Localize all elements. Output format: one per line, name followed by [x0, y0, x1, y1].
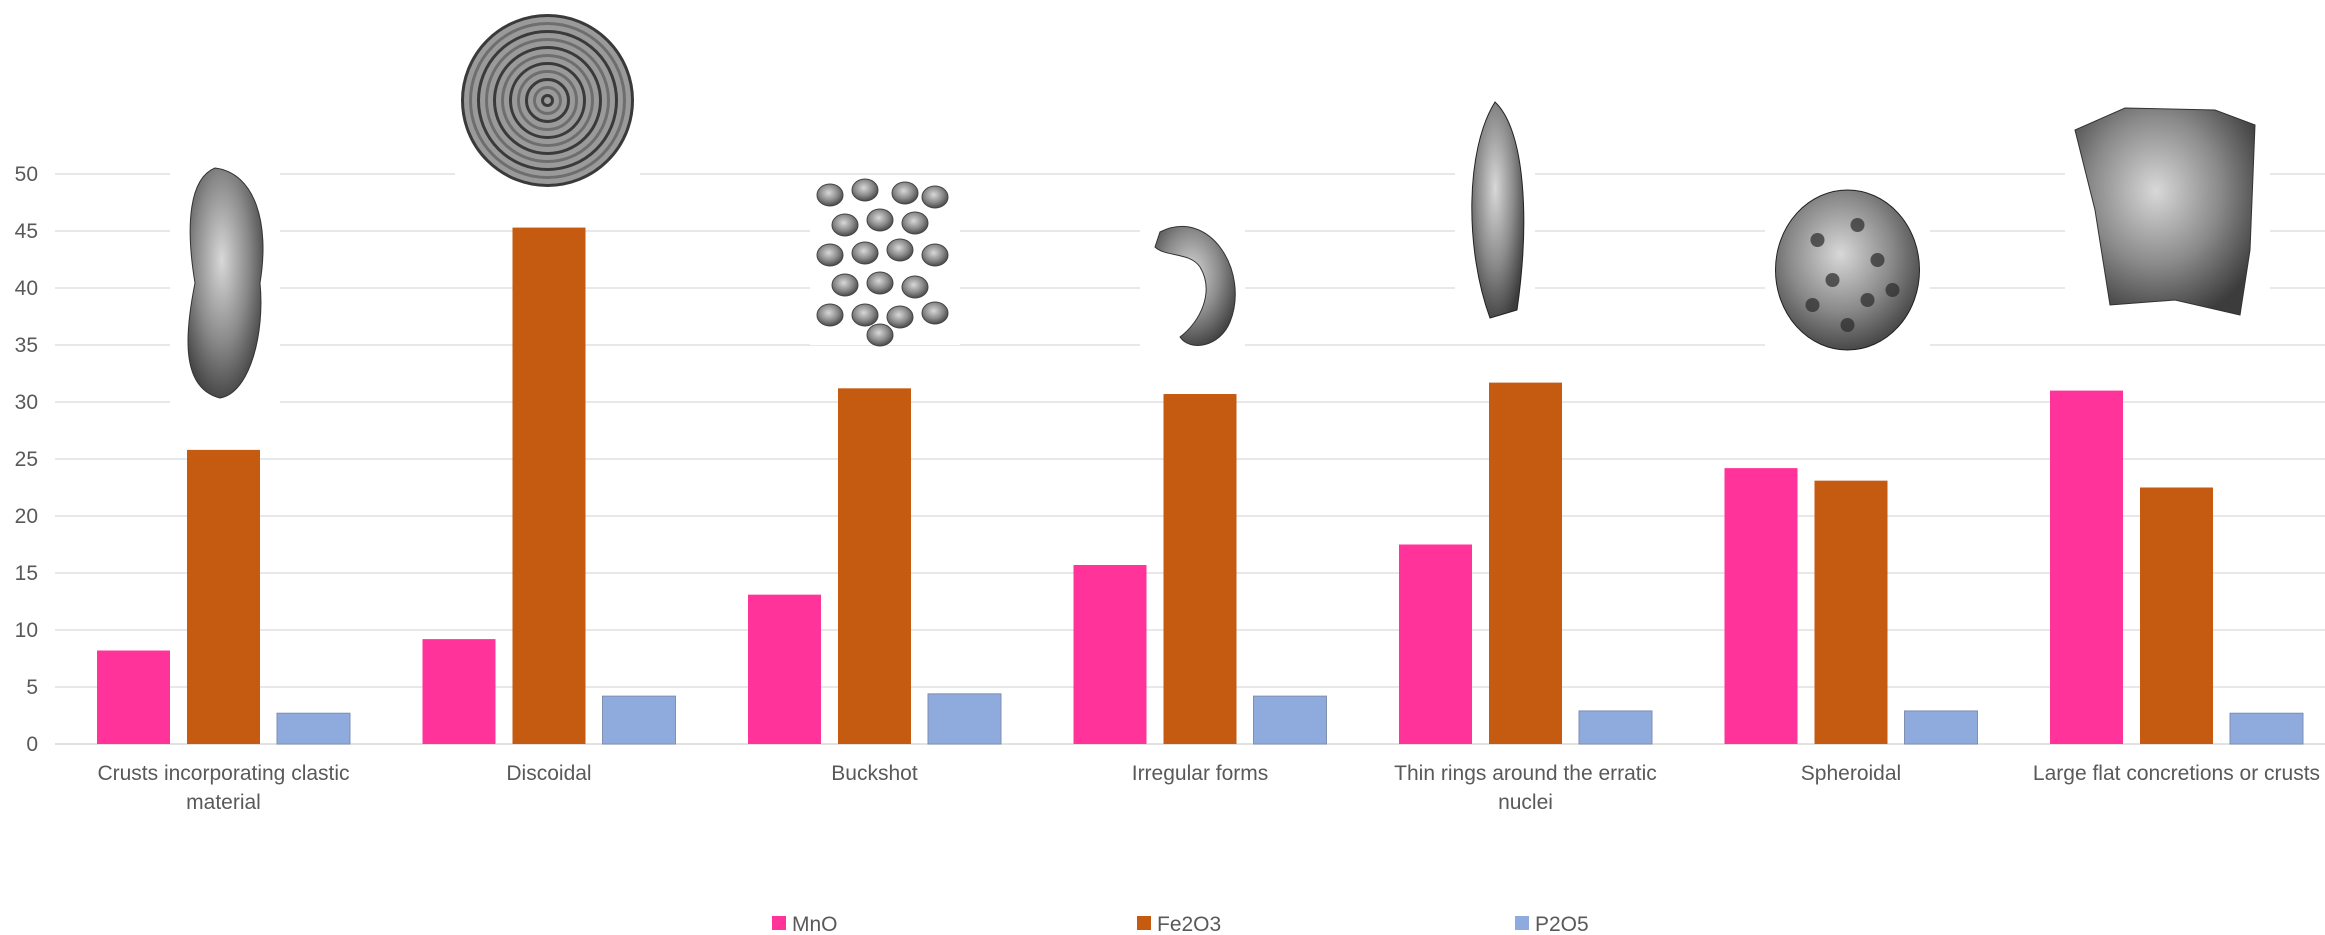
bar-p2o5	[1253, 695, 1327, 745]
legend-label: MnO	[792, 913, 838, 935]
category-label: Crusts incorporating clastic material	[97, 762, 349, 814]
bar-p2o5	[1578, 710, 1653, 745]
legend-swatch	[772, 916, 786, 930]
y-tick-label: 0	[26, 733, 38, 756]
y-tick-label: 15	[15, 562, 38, 585]
bar-mno	[2050, 390, 2123, 744]
category-label: Buckshot	[831, 762, 918, 785]
legend-item-mno: MnO	[772, 913, 838, 935]
bar-fe2o3	[2140, 487, 2213, 744]
bar-mno	[1724, 468, 1798, 744]
y-tick-label: 30	[15, 391, 38, 414]
category-label: Spheroidal	[1801, 762, 1901, 785]
specimen-photos	[170, 8, 2270, 403]
category-label: Large flat concretions or crusts	[2033, 762, 2320, 785]
bar-p2o5	[602, 695, 676, 745]
legend-swatch	[1515, 916, 1529, 930]
nodule-photo-ring	[1455, 100, 1535, 320]
bar-fe2o3	[187, 449, 260, 744]
bar-mno	[748, 594, 821, 744]
legend: MnO Fe2O3 P2O5	[772, 913, 1589, 935]
nodule-photo-flat	[2065, 100, 2270, 320]
category-labels: Crusts incorporating clastic material Disc…	[97, 762, 2320, 814]
nodule-photo-spheroidal	[1765, 185, 1930, 355]
bar-fe2o3	[1814, 480, 1888, 744]
y-tick-label: 45	[15, 220, 38, 243]
y-tick-label: 10	[15, 619, 38, 642]
bar-fe2o3	[838, 388, 911, 744]
nodule-photo-irregular	[1140, 212, 1245, 352]
y-tick-label: 20	[15, 505, 38, 528]
nodule-photo-crust	[170, 163, 280, 403]
legend-label: P2O5	[1535, 913, 1589, 935]
bar-mno	[1399, 544, 1472, 744]
bar-p2o5	[2229, 712, 2304, 745]
y-tick-label: 40	[15, 277, 38, 300]
legend-item-fe2o3: Fe2O3	[1137, 913, 1221, 935]
nodule-photo-discoidal	[455, 8, 640, 193]
bars	[97, 227, 2304, 745]
category-label: Irregular forms	[1132, 762, 1269, 785]
y-tick-label: 35	[15, 334, 38, 357]
legend-swatch	[1137, 916, 1151, 930]
bar-fe2o3	[512, 227, 586, 744]
bar-p2o5	[276, 712, 351, 745]
bar-mno	[422, 639, 496, 744]
y-axis-tick-labels: 0 5 10 15 20 25 30 35 40 45 50	[15, 163, 38, 756]
legend-item-p2o5: P2O5	[1515, 913, 1589, 935]
bar-mno	[97, 650, 170, 744]
y-tick-label: 5	[26, 676, 38, 699]
y-tick-label: 50	[15, 163, 38, 186]
bar-p2o5	[1904, 710, 1978, 745]
category-label: Discoidal	[506, 762, 591, 785]
bar-p2o5	[927, 693, 1002, 745]
bar-fe2o3	[1163, 394, 1237, 744]
category-label: Thin rings around the erratic nuclei	[1394, 762, 1657, 814]
y-tick-label: 25	[15, 448, 38, 471]
legend-label: Fe2O3	[1157, 913, 1221, 935]
nodule-photo-buckshot	[810, 175, 960, 347]
bar-mno	[1073, 565, 1147, 744]
bar-fe2o3	[1489, 382, 1562, 744]
